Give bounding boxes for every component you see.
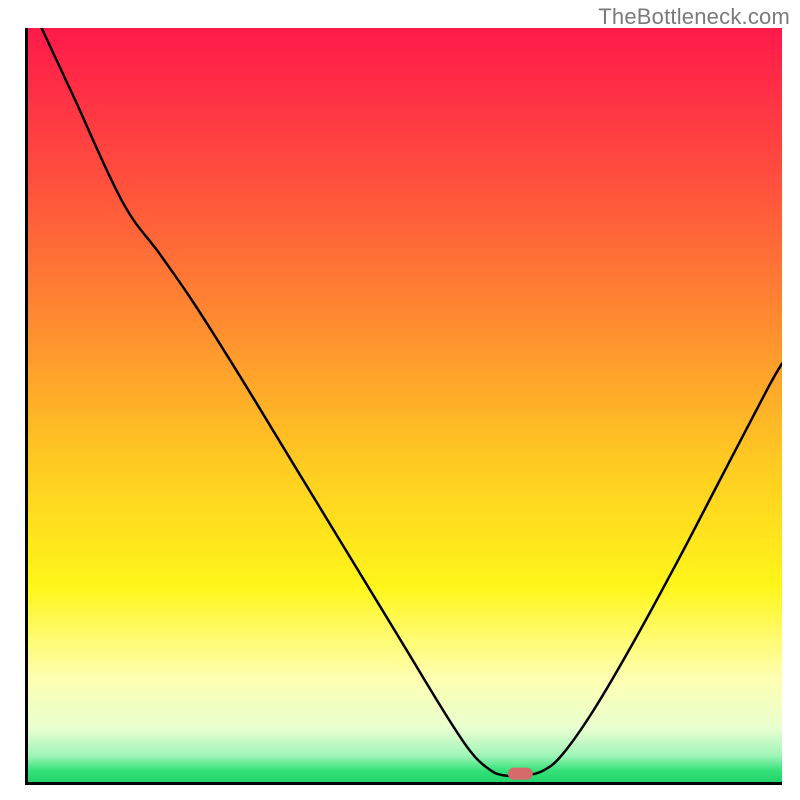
x-axis <box>25 782 782 785</box>
background-gradient <box>28 28 782 782</box>
plot-area <box>28 28 782 782</box>
y-axis <box>25 28 28 785</box>
watermark-text: TheBottleneck.com <box>598 4 790 30</box>
